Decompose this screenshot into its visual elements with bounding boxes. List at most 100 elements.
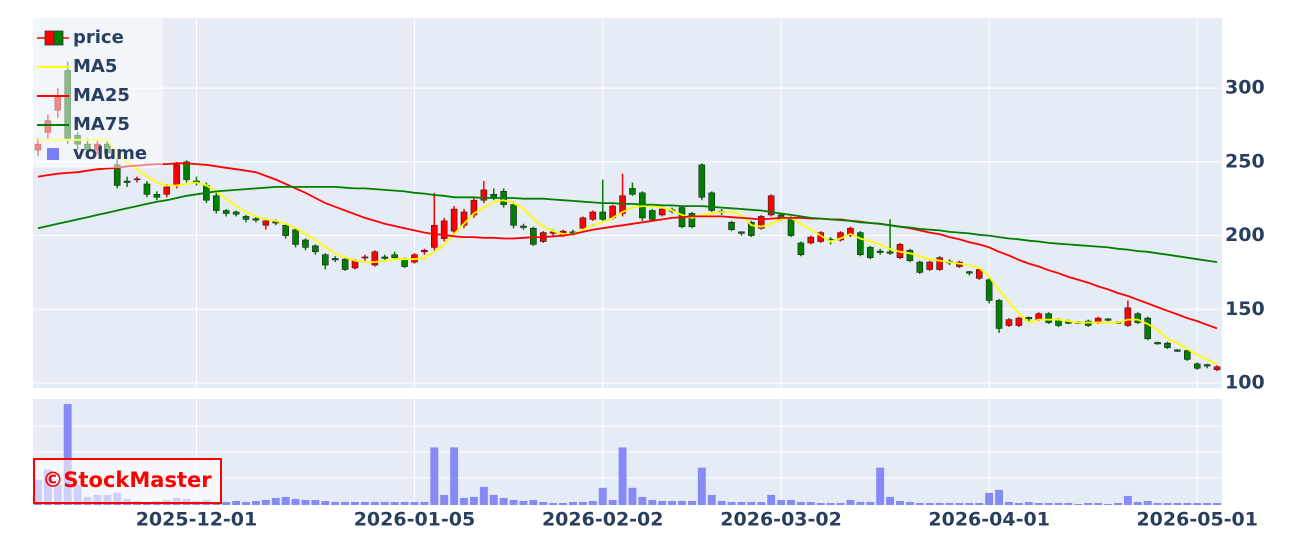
candle-body	[738, 231, 745, 234]
candle-body	[708, 192, 716, 211]
candle-body	[381, 256, 389, 259]
volume-bar	[886, 496, 895, 505]
candle-body	[123, 180, 131, 183]
candle-body	[995, 300, 1003, 329]
legend-symbol	[47, 148, 59, 160]
x-tick-label: 2026-05-01	[1136, 509, 1258, 531]
candle-body	[401, 258, 408, 267]
volume-bar	[836, 502, 845, 505]
volume-bar	[697, 467, 706, 505]
volume-bar	[618, 447, 627, 505]
candle-body	[1005, 319, 1013, 326]
volume-bar	[222, 501, 231, 505]
volume-bar	[608, 499, 617, 505]
volume-bar	[420, 501, 429, 505]
y-tick-label: 250	[1225, 150, 1265, 172]
volume-bar	[896, 500, 904, 505]
candle-body	[222, 210, 230, 214]
volume-bar	[1064, 502, 1073, 505]
volume-bar	[1163, 502, 1172, 505]
volume-bar	[569, 501, 577, 505]
candle-body	[183, 161, 190, 180]
candle-body	[371, 251, 379, 266]
volume-bar	[242, 501, 250, 505]
candle-body	[143, 183, 151, 195]
volume-bar	[321, 500, 330, 505]
candle-body	[282, 224, 289, 236]
candle-body	[1124, 307, 1132, 326]
watermark-box	[33, 458, 222, 504]
volume-bar	[400, 501, 409, 505]
candle-body	[866, 247, 874, 258]
candle-body	[876, 250, 884, 253]
legend-label: price	[73, 27, 124, 48]
volume-bar	[905, 501, 914, 505]
volume-bar	[559, 502, 568, 505]
ma-line	[37, 186, 1218, 263]
volume-bar	[549, 502, 558, 505]
legend-label: MA25	[73, 85, 130, 106]
volume-bar	[935, 502, 944, 505]
candle-body	[1203, 364, 1211, 367]
candle-body	[916, 261, 924, 273]
volume-bar	[846, 499, 855, 505]
volume-bar	[370, 501, 379, 505]
x-tick-label: 2026-04-01	[928, 509, 1050, 531]
volume-bar	[638, 496, 647, 505]
candle-body	[421, 250, 428, 253]
volume-bar	[509, 499, 518, 505]
volume-bar	[232, 500, 241, 505]
volume-bar	[1133, 501, 1142, 505]
candle-body	[906, 250, 914, 261]
volume-bar	[499, 497, 508, 505]
candle-body	[985, 279, 993, 301]
volume-bar	[955, 502, 964, 505]
candle-body	[133, 178, 141, 181]
candle-body	[728, 222, 735, 230]
candle-body	[252, 218, 260, 221]
candle-body	[757, 216, 765, 229]
volume-bar	[1054, 502, 1063, 505]
candle-body	[1154, 342, 1161, 345]
volume-bar	[440, 494, 449, 505]
candle-body	[1104, 318, 1112, 321]
volume-bar	[529, 499, 538, 505]
volume-bar	[1074, 503, 1083, 505]
volume-bar	[301, 499, 310, 505]
volume-bar	[806, 501, 815, 505]
volume-bar	[1153, 502, 1162, 505]
volume-bar	[360, 501, 369, 505]
volume-bar	[390, 501, 399, 505]
ma-line	[38, 138, 1218, 365]
candle-body	[688, 213, 696, 228]
volume-bar	[1034, 502, 1043, 505]
candle-body	[510, 204, 517, 226]
volume-bar	[985, 492, 994, 505]
volume-bar	[479, 486, 488, 505]
volume-bar	[925, 502, 934, 505]
candle-body	[658, 208, 666, 216]
volume-bar	[1193, 502, 1202, 505]
volume-bar	[588, 500, 597, 505]
volume-bar	[261, 499, 270, 505]
volume-bar	[975, 502, 984, 505]
candle-body	[490, 194, 498, 198]
y-tick-label: 100	[1225, 371, 1265, 393]
candle-body	[648, 210, 656, 220]
candle-body	[391, 254, 398, 258]
volume-bar	[1005, 501, 1013, 505]
candle-body	[262, 220, 270, 226]
legend-label: volume	[73, 143, 147, 164]
volume-bar	[281, 496, 290, 505]
candle-body	[460, 211, 468, 226]
volume-bar	[717, 500, 726, 505]
volume-bar	[1094, 502, 1103, 505]
volume-bar	[737, 501, 746, 505]
volume-bar	[460, 497, 468, 505]
legend: price MA5 MA25 MA75 volume	[33, 18, 163, 168]
volume-bar	[1173, 502, 1182, 505]
volume-bar	[331, 501, 340, 505]
volume-bar	[1044, 502, 1053, 505]
volume-bar	[727, 501, 736, 505]
